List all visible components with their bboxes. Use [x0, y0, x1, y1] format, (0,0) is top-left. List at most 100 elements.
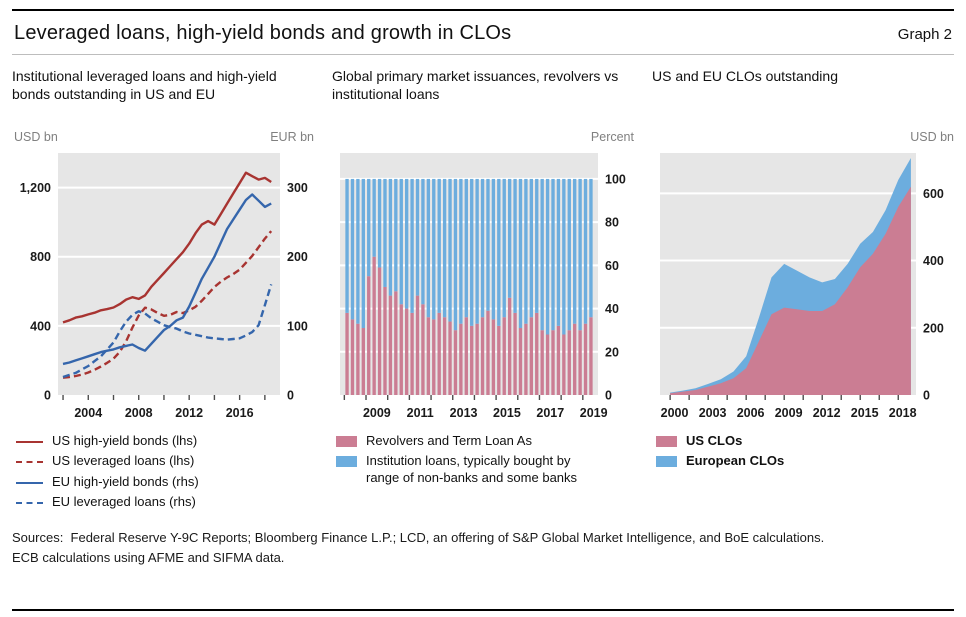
x-axis-labels: 2004 2008 2012 2016: [74, 406, 253, 420]
svg-text:0: 0: [605, 389, 612, 403]
svg-text:300: 300: [287, 181, 308, 195]
x-axis-labels: 2000 2003 2006 2009 2012 2015 2018: [661, 406, 917, 420]
svg-text:200: 200: [923, 321, 944, 335]
title-divider-rule: [12, 54, 954, 55]
svg-text:0: 0: [44, 389, 51, 403]
graph-number-label: Graph 2: [897, 26, 952, 43]
svg-text:100: 100: [287, 319, 308, 333]
panel-title: Global primary market issuances, revolve…: [332, 68, 619, 103]
svg-text:2008: 2008: [125, 406, 153, 420]
svg-text:40: 40: [605, 302, 619, 316]
legend-label: US leveraged loans (lhs): [52, 453, 195, 469]
svg-text:100: 100: [605, 172, 626, 186]
right-axis-unit-label: USD bn: [910, 130, 954, 144]
color-swatch: [656, 456, 677, 468]
sources-line-2: ECB calculations using AFME and SIFMA da…: [12, 549, 285, 565]
bottom-border-rule: [12, 609, 954, 611]
plot-area: [340, 153, 598, 395]
svg-text:2017: 2017: [536, 406, 564, 420]
top-border-rule: [12, 9, 954, 11]
svg-text:2018: 2018: [889, 406, 917, 420]
legend-clos: US CLOs European CLOs: [652, 433, 954, 470]
svg-text:2013: 2013: [450, 406, 478, 420]
right-axis-unit-label: Percent: [591, 130, 634, 144]
svg-text:200: 200: [287, 250, 308, 264]
color-swatch: [656, 436, 677, 447]
svg-text:2012: 2012: [175, 406, 203, 420]
svg-text:2009: 2009: [363, 406, 391, 420]
chart-panels: Institutional leveraged loans and high-y…: [12, 67, 954, 514]
svg-text:2012: 2012: [813, 406, 841, 420]
svg-text:2015: 2015: [493, 406, 521, 420]
legend-item: Revolvers and Term Loan As: [336, 433, 634, 449]
legend-label: EU high-yield bonds (rhs): [52, 473, 199, 489]
svg-text:2004: 2004: [74, 406, 102, 420]
series-us-high-yield-bonds-lhs-: [62, 171, 272, 324]
legend-issuances: Revolvers and Term Loan As Institution lo…: [332, 433, 634, 486]
legend-item: US high-yield bonds (lhs): [16, 433, 314, 449]
panel-primary-market-issuances: Global primary market issuances, revolve…: [332, 67, 634, 514]
panel-title: Institutional leveraged loans and high-y…: [12, 68, 277, 103]
area-us-clos: [670, 186, 911, 395]
svg-text:0: 0: [287, 389, 294, 403]
figure-title: Leveraged loans, high-yield bonds and gr…: [14, 22, 512, 44]
svg-text:400: 400: [923, 254, 944, 268]
svg-text:2011: 2011: [407, 406, 434, 420]
svg-text:60: 60: [605, 259, 619, 273]
legend-item: EU leveraged loans (rhs): [16, 494, 314, 510]
series-eu-leveraged-loans-rhs-: [62, 284, 273, 379]
legend-item: US leveraged loans (lhs): [16, 453, 314, 469]
panel-clos-outstanding: US and EU CLOs outstanding USD bn 0 200 400…: [652, 67, 954, 514]
series-eu-high-yield-bonds-rhs-: [62, 193, 272, 366]
color-swatch: [336, 456, 357, 468]
legend-label: US high-yield bonds (lhs): [52, 433, 198, 448]
left-axis-unit-label: USD bn: [14, 130, 58, 144]
legend-label: Institution loans, typically bought by r…: [366, 453, 578, 485]
legend-item: EU high-yield bonds (rhs): [16, 474, 314, 490]
legend-item: European CLOs: [656, 453, 954, 469]
x-axis-ticks: [669, 395, 899, 400]
svg-text:2015: 2015: [851, 406, 879, 420]
svg-text:80: 80: [605, 216, 619, 230]
svg-text:0: 0: [923, 389, 930, 403]
bar-series: [345, 178, 593, 396]
solid-line-sample: [16, 441, 43, 443]
legend-label: Revolvers and Term Loan As: [366, 433, 532, 448]
legend-loans-bonds: US high-yield bonds (lhs) US leveraged lo…: [12, 433, 314, 510]
svg-text:800: 800: [30, 250, 51, 264]
svg-text:2019: 2019: [580, 406, 608, 420]
svg-text:600: 600: [923, 187, 944, 201]
svg-text:2009: 2009: [775, 406, 803, 420]
svg-text:2000: 2000: [661, 406, 689, 420]
x-axis-labels: 2009 2011 2013 2015 2017 2019: [363, 406, 608, 420]
sources-line-1: Sources: Federal Reserve Y-9C Reports; B…: [12, 530, 825, 545]
legend-label: US CLOs: [686, 433, 743, 448]
solid-line-sample: [16, 481, 43, 484]
legend-item: US CLOs: [656, 433, 954, 449]
y-axis-labels: 0 200 400 600: [923, 187, 944, 403]
legend-item: Institution loans, typically bought by r…: [336, 453, 634, 486]
dashed-line-sample: [16, 501, 43, 504]
legend-label: European CLOs: [686, 453, 785, 469]
legend-label: EU leveraged loans (rhs): [52, 493, 196, 509]
area-series: [670, 158, 911, 395]
svg-text:2003: 2003: [699, 406, 727, 420]
y-axis-labels: 0 20 40 60 80 100: [605, 172, 626, 402]
area-chart-clos: USD bn 0 200 400 600 2000 2003 2006 2009 2012 2015…: [660, 130, 954, 420]
svg-text:400: 400: [30, 319, 51, 333]
panel-loans-bonds-outstanding: Institutional leveraged loans and high-y…: [12, 67, 314, 514]
x-axis-ticks: [62, 395, 266, 400]
plot-area: [58, 153, 280, 395]
line-series: [62, 171, 273, 379]
color-swatch: [336, 436, 357, 447]
gridlines: [340, 177, 598, 353]
svg-text:20: 20: [605, 345, 619, 359]
right-axis-unit-label: EUR bn: [270, 130, 314, 144]
y-axis-labels: 0 0 400 100 800 200 1,200 300: [20, 181, 308, 402]
sources-note: Sources: Federal Reserve Y-9C Reports; B…: [12, 528, 954, 567]
x-axis-ticks: [343, 395, 584, 400]
panel-title: US and EU CLOs outstanding: [652, 68, 838, 84]
